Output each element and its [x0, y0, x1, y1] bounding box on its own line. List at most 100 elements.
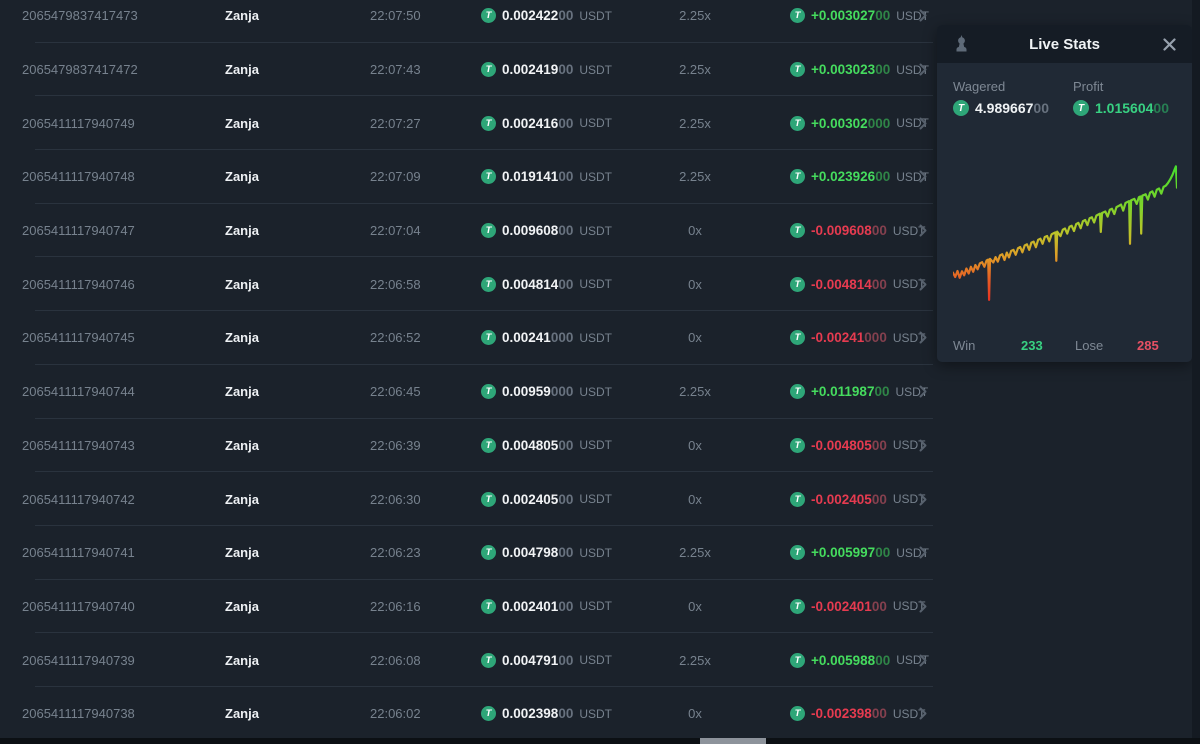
currency-label: USDT: [892, 706, 926, 721]
multiplier: 2.25x: [679, 62, 711, 78]
tether-icon: T: [481, 437, 496, 453]
bet-amount: T 0.00960800 USDT: [481, 223, 645, 239]
currency-label: USDT: [892, 223, 926, 238]
bet-row[interactable]: 2065411117940748 Zanja 22:07:09 T 0.0191…: [0, 150, 935, 204]
currency-label: USDT: [579, 8, 613, 23]
player-name: Zanja: [225, 491, 259, 507]
tether-icon: T: [790, 169, 805, 185]
profit-amount: T -0.00960800 USDT: [745, 223, 926, 239]
bet-time: 22:06:39: [370, 437, 421, 453]
bet-time: 22:06:58: [370, 276, 421, 292]
chevron-right-icon[interactable]: [910, 117, 935, 130]
tether-icon: T: [790, 223, 805, 239]
bet-row[interactable]: 2065411117940749 Zanja 22:07:27 T 0.0024…: [0, 96, 935, 150]
bet-time: 22:07:43: [370, 62, 421, 78]
chevron-right-icon[interactable]: [910, 654, 935, 667]
tether-icon: T: [790, 706, 805, 722]
bet-row[interactable]: 2065479837417473 Zanja 22:07:50 T 0.0024…: [0, 0, 935, 43]
bet-id: 2065479837417473: [22, 8, 138, 24]
bet-row[interactable]: 2065411117940739 Zanja 22:06:08 T 0.0047…: [0, 633, 935, 687]
bet-id: 2065411117940745: [22, 330, 135, 346]
currency-label: USDT: [892, 277, 926, 292]
bet-id: 2065411117940742: [22, 491, 135, 507]
currency-label: USDT: [579, 492, 613, 507]
currency-label: USDT: [579, 706, 613, 721]
tether-icon: T: [481, 169, 496, 185]
tether-icon: T: [953, 100, 969, 116]
bet-row[interactable]: 2065411117940744 Zanja 22:06:45 T 0.0095…: [0, 365, 935, 419]
profit-amount: T -0.00240500 USDT: [745, 491, 926, 507]
tether-icon: T: [790, 437, 805, 453]
tether-icon: T: [790, 545, 805, 561]
bet-time: 22:07:27: [370, 115, 421, 131]
bet-row[interactable]: 2065411117940742 Zanja 22:06:30 T 0.0024…: [0, 472, 935, 526]
bet-id: 2065411117940741: [22, 545, 135, 561]
lose-count: 285: [1137, 337, 1159, 353]
multiplier: 0x: [688, 276, 702, 292]
multiplier: 2.25x: [679, 8, 711, 24]
bet-time: 22:06:45: [370, 384, 421, 400]
tether-icon: T: [1073, 100, 1089, 116]
chevron-right-icon[interactable]: [910, 9, 935, 22]
tether-icon: T: [790, 8, 805, 24]
bet-id: 2065411117940740: [22, 598, 135, 614]
multiplier: 0x: [688, 223, 702, 239]
horizontal-scrollbar-thumb[interactable]: [700, 738, 766, 744]
chevron-right-icon[interactable]: [910, 224, 935, 237]
wagered-block: Wagered T 4.98966700: [953, 79, 1073, 116]
currency-label: USDT: [892, 438, 926, 453]
chevron-right-icon[interactable]: [910, 439, 935, 452]
currency-label: USDT: [892, 492, 926, 507]
player-name: Zanja: [225, 384, 259, 400]
chevron-right-icon[interactable]: [910, 546, 935, 559]
bet-row[interactable]: 2065411117940740 Zanja 22:06:16 T 0.0024…: [0, 580, 935, 634]
tether-icon: T: [790, 491, 805, 507]
bet-id: 2065411117940746: [22, 276, 135, 292]
bet-row[interactable]: 2065411117940738 Zanja 22:06:02 T 0.0023…: [0, 687, 935, 741]
bet-id: 2065411117940748: [22, 169, 135, 185]
player-name: Zanja: [225, 545, 259, 561]
chevron-right-icon[interactable]: [910, 278, 935, 291]
bet-id: 2065411117940743: [22, 437, 135, 453]
profit-amount: T +0.00302000 USDT: [745, 115, 929, 131]
currency-label: USDT: [579, 384, 613, 399]
chevron-right-icon[interactable]: [910, 493, 935, 506]
bet-time: 22:06:23: [370, 545, 421, 561]
chevron-right-icon[interactable]: [910, 385, 935, 398]
bet-time: 22:07:09: [370, 169, 421, 185]
close-icon[interactable]: [1158, 33, 1180, 55]
live-stats-panel: Live Stats Wagered T 4.98966700 Profit T…: [937, 25, 1192, 362]
tether-icon: T: [790, 652, 805, 668]
chevron-right-icon[interactable]: [910, 63, 935, 76]
bet-id: 2065411117940747: [22, 223, 135, 239]
bet-amount: T 0.00241000 USDT: [481, 330, 645, 346]
player-name: Zanja: [225, 276, 259, 292]
bet-row[interactable]: 2065411117940746 Zanja 22:06:58 T 0.0048…: [0, 257, 935, 311]
bet-row[interactable]: 2065411117940741 Zanja 22:06:23 T 0.0047…: [0, 526, 935, 580]
bet-row[interactable]: 2065479837417472 Zanja 22:07:43 T 0.0024…: [0, 43, 935, 97]
bet-row[interactable]: 2065411117940745 Zanja 22:06:52 T 0.0024…: [0, 311, 935, 365]
multiplier: 2.25x: [679, 115, 711, 131]
horizontal-scrollbar[interactable]: [0, 738, 1200, 744]
bet-row[interactable]: 2065411117940743 Zanja 22:06:39 T 0.0048…: [0, 419, 935, 473]
tether-icon: T: [481, 545, 496, 561]
bet-row[interactable]: 2065411117940747 Zanja 22:07:04 T 0.0096…: [0, 204, 935, 258]
player-name: Zanja: [225, 437, 259, 453]
profit-amount: T -0.00239800 USDT: [745, 706, 926, 722]
tether-icon: T: [481, 652, 496, 668]
bet-time: 22:06:08: [370, 652, 421, 668]
profit-amount: T +0.00302700 USDT: [745, 8, 929, 24]
wagered-value: T 4.98966700: [953, 100, 1073, 116]
pawn-drag-icon[interactable]: [953, 35, 970, 58]
chevron-right-icon[interactable]: [910, 600, 935, 613]
player-name: Zanja: [225, 115, 259, 131]
multiplier: 0x: [688, 437, 702, 453]
profit-amount: T +0.00598800 USDT: [745, 652, 929, 668]
tether-icon: T: [790, 276, 805, 292]
chevron-right-icon[interactable]: [910, 707, 935, 720]
profit-amount: T -0.00240100 USDT: [745, 598, 926, 614]
chevron-right-icon[interactable]: [910, 331, 935, 344]
player-name: Zanja: [225, 706, 259, 722]
vertical-scrollbar[interactable]: [1192, 0, 1200, 744]
chevron-right-icon[interactable]: [910, 170, 935, 183]
